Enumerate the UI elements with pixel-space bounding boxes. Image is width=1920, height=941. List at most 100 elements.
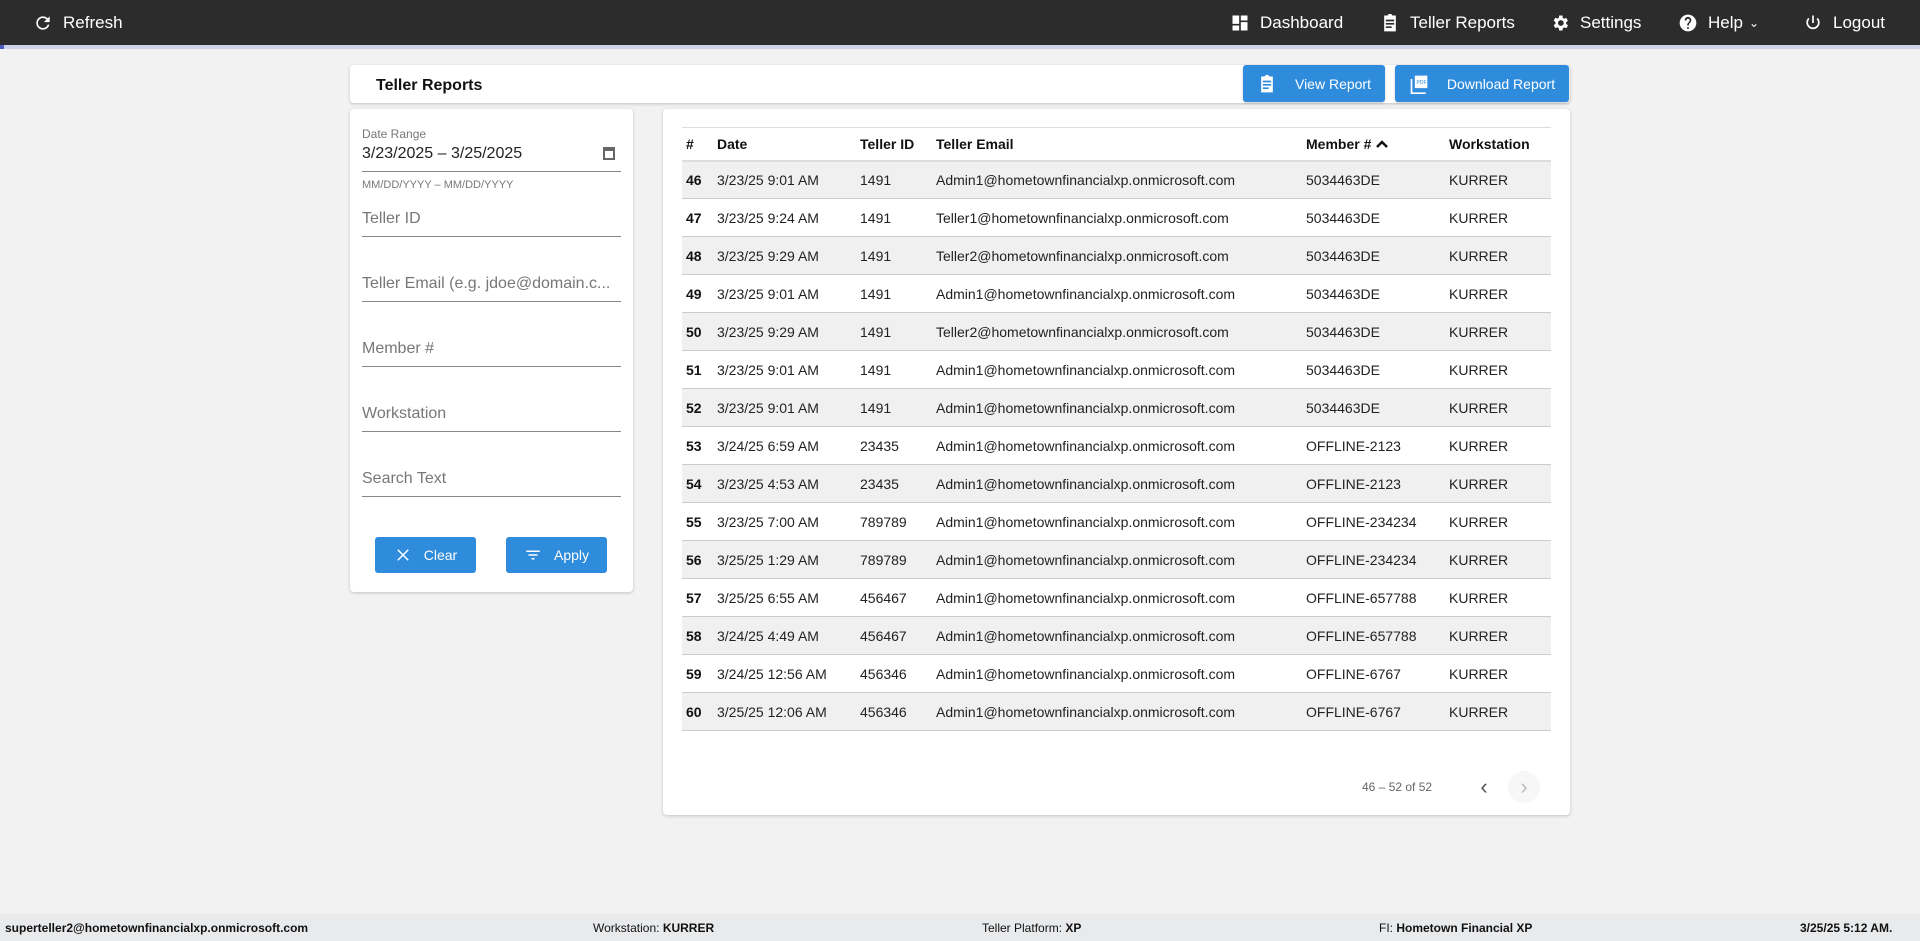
nav-logout[interactable]: Logout [1803, 0, 1885, 45]
search-input[interactable] [362, 470, 621, 488]
column-header-label: Teller Email [936, 135, 1014, 152]
table-cell: 5034463DE [1302, 274, 1445, 313]
table-cell: Admin1@hometownfinancialxp.onmicrosoft.c… [932, 388, 1302, 427]
table-cell: 456346 [856, 692, 932, 731]
table-cell: 3/25/25 1:29 AM [713, 540, 856, 579]
nav-teller-reports[interactable]: Teller Reports [1380, 0, 1515, 45]
table-cell: KURRER [1445, 578, 1551, 617]
table-row[interactable]: 55 3/23/25 7:00 AM 789789 Admin1@hometownfi… [682, 502, 1551, 541]
teller-id-field[interactable] [362, 210, 621, 237]
table-cell: KURRER [1445, 274, 1551, 313]
table-cell: 55 [682, 502, 713, 541]
apply-button[interactable]: Apply [506, 537, 607, 573]
view-report-button[interactable]: View Report [1243, 65, 1385, 102]
calendar-icon[interactable] [603, 147, 615, 160]
table-row[interactable]: 51 3/23/25 9:01 AM 1491 Admin1@hometownfina… [682, 350, 1551, 389]
table-cell: 5034463DE [1302, 160, 1445, 199]
next-page-button[interactable]: › [1508, 771, 1540, 803]
table-row[interactable]: 50 3/23/25 9:29 AM 1491 Teller2@hometownfin… [682, 312, 1551, 351]
workstation-field[interactable] [362, 405, 621, 432]
download-report-label: Download Report [1446, 75, 1556, 92]
table-cell: 56 [682, 540, 713, 579]
table-row[interactable]: 56 3/25/25 1:29 AM 789789 Admin1@hometownfi… [682, 540, 1551, 579]
table-cell: KURRER [1445, 502, 1551, 541]
column-header[interactable]: Teller ID [856, 127, 932, 162]
table-cell: 5034463DE [1302, 198, 1445, 237]
workstation-input[interactable] [362, 405, 621, 423]
table-row[interactable]: 53 3/24/25 6:59 AM 23435 Admin1@hometownfin… [682, 426, 1551, 465]
footer-platform: Teller Platform: XP [982, 921, 1082, 935]
clear-button[interactable]: Clear [375, 537, 476, 573]
sort-ascending-icon [1371, 136, 1389, 152]
nav-dashboard[interactable]: Dashboard [1230, 0, 1343, 45]
table-cell: 3/23/25 9:29 AM [713, 236, 856, 275]
top-navbar: Refresh Dashboard Teller Reports Setting… [0, 0, 1920, 45]
table-row[interactable]: 48 3/23/25 9:29 AM 1491 Teller2@hometownfin… [682, 236, 1551, 275]
table-cell: Teller1@hometownfinancialxp.onmicrosoft.… [932, 198, 1302, 237]
table-cell: 48 [682, 236, 713, 275]
table-cell: 1491 [856, 388, 932, 427]
download-report-button[interactable]: PDF Download Report [1395, 65, 1569, 102]
settings-label: Settings [1580, 12, 1642, 32]
column-header[interactable]: Teller Email [932, 127, 1302, 162]
table-cell: 3/23/25 9:29 AM [713, 312, 856, 351]
table-cell: 1491 [856, 198, 932, 237]
table-cell: 3/24/25 6:59 AM [713, 426, 856, 465]
table-row[interactable]: 52 3/23/25 9:01 AM 1491 Admin1@hometownfina… [682, 388, 1551, 427]
table-cell: 3/23/25 7:00 AM [713, 502, 856, 541]
table-cell: Teller2@hometownfinancialxp.onmicrosoft.… [932, 236, 1302, 275]
table-cell: 5034463DE [1302, 312, 1445, 351]
table-cell: 58 [682, 616, 713, 655]
power-icon [1806, 15, 1820, 29]
table-row[interactable]: 47 3/23/25 9:24 AM 1491 Teller1@hometownfin… [682, 198, 1551, 237]
refresh-button[interactable]: Refresh [33, 0, 123, 45]
table-row[interactable]: 58 3/24/25 4:49 AM 456467 Admin1@hometownfi… [682, 616, 1551, 655]
table-cell: Admin1@hometownfinancialxp.onmicrosoft.c… [932, 692, 1302, 731]
table-cell: 50 [682, 312, 713, 351]
date-range-input[interactable]: 3/23/2025 – 3/25/2025 [362, 145, 621, 172]
column-header[interactable]: Workstation [1445, 127, 1551, 162]
table-cell: 57 [682, 578, 713, 617]
table-cell: Admin1@hometownfinancialxp.onmicrosoft.c… [932, 160, 1302, 199]
logout-label: Logout [1833, 12, 1885, 32]
table-row[interactable]: 54 3/23/25 4:53 AM 23435 Admin1@hometownfin… [682, 464, 1551, 503]
teller-email-field[interactable] [362, 275, 621, 302]
nav-help[interactable]: Help ⌄ [1678, 0, 1759, 45]
table-cell: 3/24/25 12:56 AM [713, 654, 856, 693]
table-row[interactable]: 49 3/23/25 9:01 AM 1491 Admin1@hometownfina… [682, 274, 1551, 313]
status-bar: superteller2@hometownfinancialxp.onmicro… [0, 914, 1920, 941]
table-row[interactable]: 46 3/23/25 9:01 AM 1491 Admin1@hometownfina… [682, 160, 1551, 199]
column-header[interactable]: Date [713, 127, 856, 162]
clipboard-icon [1261, 74, 1273, 92]
table-row[interactable]: 60 3/25/25 12:06 AM 456346 Admin1@hometownf… [682, 692, 1551, 731]
table-row[interactable]: 59 3/24/25 12:56 AM 456346 Admin1@hometownf… [682, 654, 1551, 693]
teller-id-input[interactable] [362, 210, 621, 228]
help-label: Help [1708, 12, 1743, 32]
table-cell: KURRER [1445, 654, 1551, 693]
page-header-card: Teller Reports [350, 65, 1570, 103]
table-cell: KURRER [1445, 540, 1551, 579]
table-cell: 1491 [856, 160, 932, 199]
table-cell: 3/23/25 9:01 AM [713, 350, 856, 389]
column-header[interactable]: # [682, 127, 713, 162]
member-field[interactable] [362, 340, 621, 367]
column-header-label: Workstation [1449, 135, 1530, 152]
view-report-label: View Report [1294, 75, 1371, 92]
footer-datetime: 3/25/25 5:12 AM. [1800, 921, 1893, 935]
table-cell: 23435 [856, 464, 932, 503]
table-cell: Admin1@hometownfinancialxp.onmicrosoft.c… [932, 616, 1302, 655]
prev-page-button[interactable]: ‹ [1468, 771, 1500, 803]
table-cell: Teller2@hometownfinancialxp.onmicrosoft.… [932, 312, 1302, 351]
table-cell: OFFLINE-6767 [1302, 654, 1445, 693]
table-cell: 456467 [856, 616, 932, 655]
teller-reports-label: Teller Reports [1410, 12, 1515, 32]
teller-email-input[interactable] [362, 275, 621, 293]
table-cell: Admin1@hometownfinancialxp.onmicrosoft.c… [932, 274, 1302, 313]
nav-settings[interactable]: Settings [1550, 0, 1641, 45]
search-field[interactable] [362, 470, 621, 497]
date-range-hint: MM/DD/YYYY – MM/DD/YYYY [362, 179, 514, 191]
member-input[interactable] [362, 340, 621, 358]
column-header[interactable]: Member # [1302, 127, 1445, 162]
svg-text:PDF: PDF [1416, 80, 1426, 86]
table-row[interactable]: 57 3/25/25 6:55 AM 456467 Admin1@hometownfi… [682, 578, 1551, 617]
